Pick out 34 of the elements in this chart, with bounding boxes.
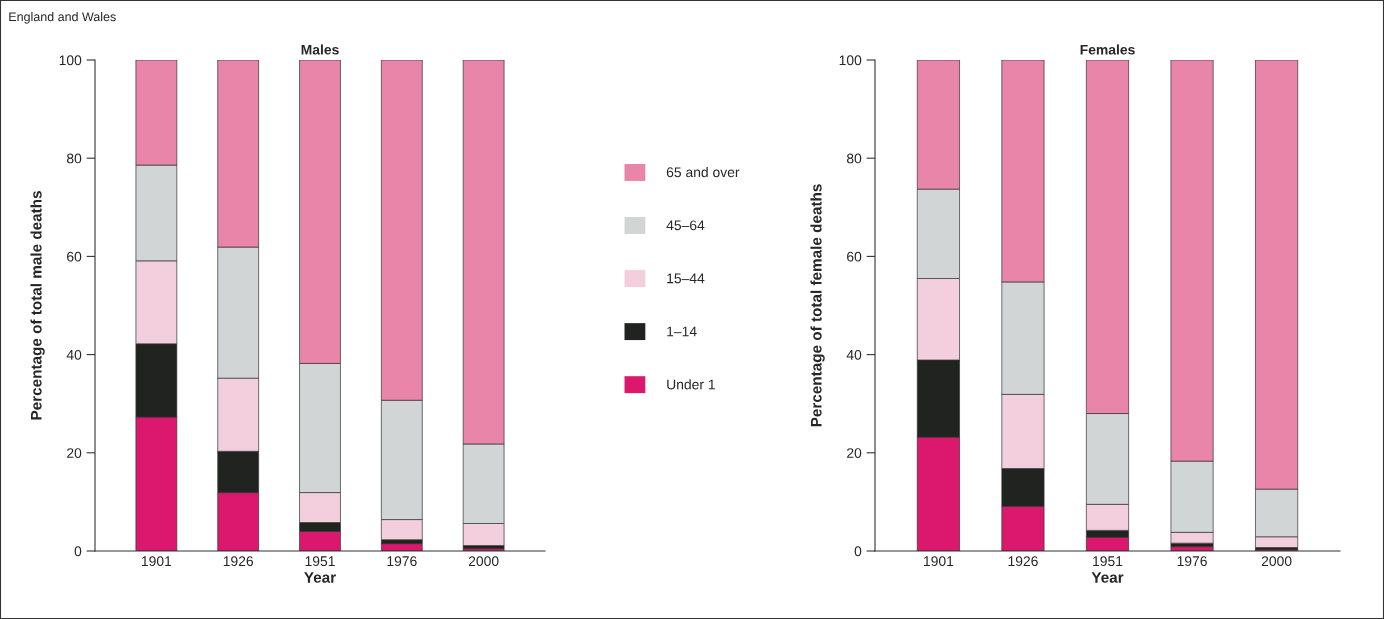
x-tick-label: 1976 [387,556,417,567]
y-tick-label: 0 [74,546,82,557]
x-tick-label: 1901 [141,556,172,567]
legend-label: 15–44 [667,273,705,284]
y-tick-label: 100 [59,55,82,66]
y-tick-label: 80 [846,153,862,164]
y-tick-label: 100 [839,55,862,66]
x-tick-label: 2000 [468,556,499,567]
x-tick-label: 1901 [924,556,954,567]
y-axis-title: Percentage of total female deaths [810,184,825,427]
y-tick-label: 60 [847,251,862,262]
legend-label: 1–14 [667,326,697,337]
chart-title: Females [1080,44,1135,55]
y-tick-label: 40 [846,349,862,360]
x-axis-title: Year [304,572,336,583]
y-tick-label: 20 [67,448,82,458]
legend-label: Under 1 [667,379,715,390]
x-tick-label: 1926 [223,556,254,567]
x-tick-label: 2000 [1261,556,1292,567]
y-tick-label: 20 [847,448,862,458]
x-tick-label: 1951 [305,556,335,567]
x-tick-label: 1976 [1177,556,1207,567]
y-axis-title: Percentage of total male deaths [30,191,45,420]
x-tick-label: 1926 [1008,556,1038,567]
x-axis-title: Year [1091,572,1124,583]
y-tick-label: 60 [67,251,82,262]
chart-title: Males [301,44,339,55]
y-tick-label: 0 [854,546,862,557]
y-tick-label: 80 [66,153,82,164]
y-tick-label: 40 [66,349,82,360]
legend-label: 45–64 [666,220,705,231]
x-tick-label: 1951 [1093,556,1123,567]
text: England and Wales [9,12,116,24]
legend-label: 65 and over [666,166,740,178]
